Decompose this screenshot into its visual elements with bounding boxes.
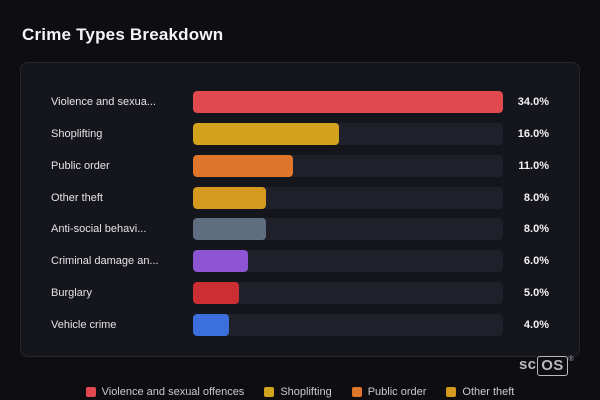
legend-swatch [264, 387, 275, 397]
bar-row: Anti-social behavi... 8.0% [51, 218, 549, 241]
bar[interactable] [193, 218, 266, 241]
bar[interactable] [193, 282, 239, 305]
bar-track [193, 186, 503, 209]
bar[interactable] [193, 313, 230, 336]
page-title: Crime Types Breakdown [22, 25, 224, 44]
category-label: Vehicle crime [51, 318, 117, 331]
legend-item[interactable]: Public order [351, 386, 427, 398]
bar[interactable] [193, 154, 294, 177]
value-label: 5.0% [523, 287, 549, 300]
bar[interactable] [193, 122, 339, 145]
legend-label: Shoplifting [280, 386, 332, 398]
bar-track [193, 154, 503, 177]
bar-row: Criminal damage an... 6.0% [51, 250, 549, 273]
category-label: Public order [51, 159, 110, 172]
legend-label: Violence and sexual offences [101, 386, 245, 398]
watermark-prefix: sc [518, 356, 537, 373]
bar[interactable] [193, 186, 266, 209]
category-label: Criminal damage an... [51, 255, 159, 268]
bar-track [193, 218, 503, 241]
bar-row: Violence and sexua... 34.0% [51, 91, 549, 113]
legend-item[interactable]: Shoplifting [264, 386, 332, 398]
legend-label: Other theft [462, 386, 515, 398]
bar[interactable] [193, 91, 503, 113]
watermark-boxed: OS [537, 356, 568, 376]
value-label: 4.0% [523, 318, 549, 331]
bar[interactable] [193, 250, 248, 273]
bar-track [193, 122, 503, 145]
category-label: Violence and sexua... [51, 96, 156, 108]
registered-mark: ® [568, 356, 574, 363]
legend-label: Public order [367, 386, 427, 398]
legend-swatch [446, 387, 457, 397]
value-label: 16.0% [517, 127, 549, 140]
value-label: 11.0% [518, 159, 549, 172]
legend-item[interactable]: Violence and sexual offences [85, 386, 245, 398]
bar-row: Vehicle crime 4.0% [51, 313, 549, 336]
bar-row: Shoplifting 16.0% [51, 122, 549, 145]
category-label: Shoplifting [51, 127, 103, 140]
bar-row: Burglary 5.0% [51, 282, 549, 305]
chart-legend: Violence and sexual offences Shoplifting… [0, 386, 600, 398]
legend-swatch [85, 387, 96, 397]
bar-track [193, 91, 503, 113]
chart-panel: Violence and sexua... 34.0% Shoplifting … [20, 62, 580, 357]
value-label: 8.0% [523, 223, 549, 236]
value-label: 6.0% [523, 255, 549, 268]
bar-track [193, 250, 503, 273]
category-label: Other theft [51, 191, 103, 204]
bar-track [193, 313, 503, 336]
legend-item[interactable]: Other theft [446, 386, 514, 398]
legend-swatch [351, 387, 362, 397]
bar-row: Other theft 8.0% [51, 186, 549, 209]
category-label: Anti-social behavi... [51, 223, 147, 236]
value-label: 8.0% [523, 191, 549, 204]
bar-row: Public order 11.0% [51, 154, 549, 177]
value-label: 34.0% [517, 96, 549, 108]
category-label: Burglary [51, 287, 92, 300]
watermark-logo: sc OS ® [519, 356, 574, 376]
bar-track [193, 282, 503, 305]
